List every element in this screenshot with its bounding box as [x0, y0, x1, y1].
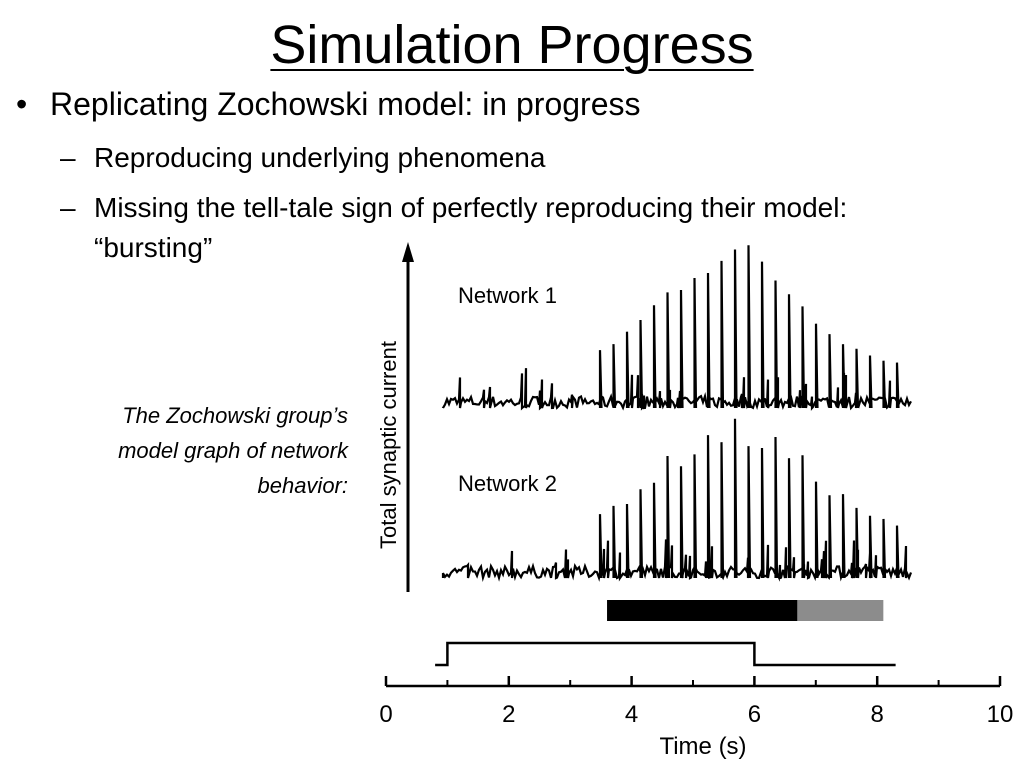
y-axis-label: Total synaptic current: [376, 341, 401, 549]
spike-trace: [441, 418, 913, 583]
spike-trace: [441, 245, 912, 411]
x-tick-label: 0: [379, 701, 392, 728]
x-tick-label: 4: [625, 701, 638, 728]
panel-label: Network 2: [458, 471, 557, 496]
slide-title: Simulation Progress: [270, 15, 754, 75]
caption-line: model graph of network: [118, 438, 348, 463]
y-axis-arrow: [402, 242, 414, 262]
caption-line: behavior:: [257, 473, 348, 498]
sub-bullet-text: “bursting”: [94, 232, 213, 263]
period-bar: [607, 600, 798, 621]
x-tick-label: 6: [748, 701, 761, 728]
panel-label: Network 1: [458, 283, 557, 308]
caption-line: The Zochowski group’s: [122, 403, 348, 428]
x-tick-label: 8: [871, 701, 884, 728]
period-bar: [797, 600, 884, 621]
x-axis-label: Time (s): [659, 733, 746, 760]
bullet-text: Replicating Zochowski model: in progress: [50, 86, 641, 122]
sub-bullet: – Missing the tell-tale sign of perfectly…: [60, 192, 848, 223]
x-tick-label: 10: [987, 701, 1014, 728]
x-tick-label: 2: [502, 701, 515, 728]
sub-bullet-text: Reproducing underlying phenomena: [94, 142, 546, 173]
sub-bullet-text: Missing the tell-tale sign of perfectly …: [94, 192, 848, 223]
bullet: • Replicating Zochowski model: in progres…: [16, 86, 641, 122]
sub-bullet: – Reproducing underlying phenomena: [60, 142, 546, 173]
stimulus-trace: [435, 641, 896, 667]
caption: The Zochowski group’s model graph of net…: [28, 398, 348, 503]
